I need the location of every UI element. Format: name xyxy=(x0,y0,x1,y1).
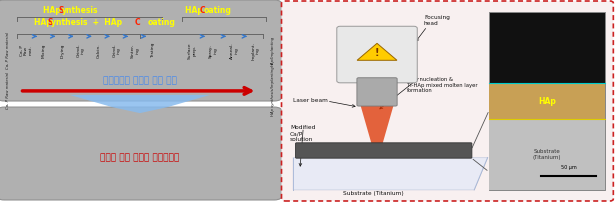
Text: Surface
prep.: Surface prep. xyxy=(188,42,197,59)
FancyBboxPatch shape xyxy=(296,143,472,158)
FancyBboxPatch shape xyxy=(357,78,397,106)
Polygon shape xyxy=(360,105,394,145)
Text: !: ! xyxy=(375,48,379,58)
Text: Grind-
ing: Grind- ing xyxy=(113,44,121,57)
Text: ynthesis  +  HAp: ynthesis + HAp xyxy=(51,18,125,27)
Text: Ca, P Raw material: Ca, P Raw material xyxy=(6,32,10,69)
Text: Substrate
(Titanium): Substrate (Titanium) xyxy=(533,149,561,160)
Polygon shape xyxy=(70,95,210,113)
Text: Drying: Drying xyxy=(60,43,64,58)
Text: Sinter-
ing: Sinter- ing xyxy=(131,43,139,58)
Text: S: S xyxy=(47,18,52,27)
Text: Modified
Ca/P
solution: Modified Ca/P solution xyxy=(290,125,315,142)
Text: Ca, P Raw material: Ca, P Raw material xyxy=(6,72,10,109)
Text: HAp: HAp xyxy=(414,143,426,148)
Text: Substrate (Titanium): Substrate (Titanium) xyxy=(343,191,404,196)
Polygon shape xyxy=(293,158,488,190)
FancyBboxPatch shape xyxy=(490,12,605,190)
Text: HAp: HAp xyxy=(184,6,205,15)
Text: C: C xyxy=(200,6,205,15)
FancyBboxPatch shape xyxy=(337,26,417,83)
FancyBboxPatch shape xyxy=(0,107,283,200)
Text: Implant-
ing: Implant- ing xyxy=(251,41,260,60)
FancyBboxPatch shape xyxy=(490,83,605,119)
Text: HAp nucleation &
Ti-HAp mixed molten layer
formation: HAp nucleation & Ti-HAp mixed molten lay… xyxy=(407,77,478,93)
Text: S: S xyxy=(59,6,64,15)
Text: oating: oating xyxy=(148,18,176,27)
FancyBboxPatch shape xyxy=(490,119,605,190)
Text: Mixing: Mixing xyxy=(42,43,46,58)
Text: 레이저 기반 원스텝 신공정기술: 레이저 기반 원스텝 신공정기술 xyxy=(100,153,180,162)
Text: Focusing
head: Focusing head xyxy=(424,15,450,26)
Text: HAp: HAp xyxy=(538,97,556,105)
Text: Calcin.: Calcin. xyxy=(97,43,101,58)
FancyBboxPatch shape xyxy=(0,0,283,101)
Text: 50 μm: 50 μm xyxy=(561,165,576,170)
Text: Laser beam: Laser beam xyxy=(293,99,328,103)
Text: Ca, P
Raw
mat.: Ca, P Raw mat. xyxy=(20,45,32,56)
FancyBboxPatch shape xyxy=(282,1,613,201)
Polygon shape xyxy=(357,43,397,60)
Text: ynthesis: ynthesis xyxy=(62,6,99,15)
Text: HAp synthesis/Implanting: HAp synthesis/Implanting xyxy=(271,66,275,116)
Text: 여러스텝이 필요한 기존 공정: 여러스텝이 필요한 기존 공정 xyxy=(103,76,177,85)
Text: Anneal-
ing: Anneal- ing xyxy=(230,42,239,59)
Text: oating: oating xyxy=(204,6,232,15)
Text: Testing: Testing xyxy=(151,43,155,58)
Text: HAp: HAp xyxy=(34,18,54,27)
Text: Grind-
ing: Grind- ing xyxy=(76,44,85,57)
Text: HAp: HAp xyxy=(44,6,64,15)
Text: Spray-
ing: Spray- ing xyxy=(209,43,218,58)
Text: C: C xyxy=(134,18,140,27)
Text: HAp/Implanting: HAp/Implanting xyxy=(271,35,275,66)
